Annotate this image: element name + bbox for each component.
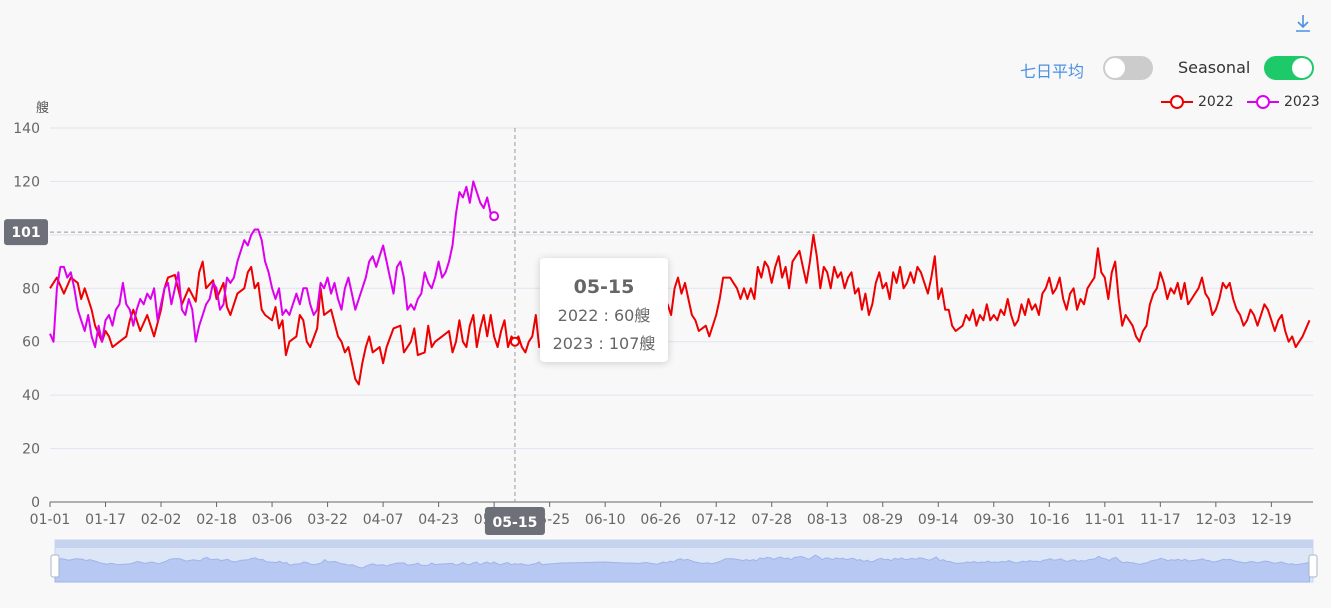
data-zoom-slider[interactable] [50,539,1318,583]
x-tick-label: 06-26 [640,512,681,528]
y-axis-label: 艘 [36,100,49,116]
zoom-top-bar [55,540,1313,548]
crosshair-y-label-box [4,219,48,246]
zoom-preview-area [54,554,1311,583]
x-tick-label: 08-13 [807,512,848,528]
crosshair: 101 05-15 [4,128,1313,535]
y-tick-label: 20 [22,442,40,458]
x-tick-label: 04-07 [363,512,404,528]
x-tick-label: 08-29 [862,512,903,528]
zoom-handle-right [1308,554,1318,578]
x-tick-label: 11-01 [1084,512,1125,528]
highlight-point-2023 [489,211,500,222]
crosshair-x-label-box [484,507,545,535]
tooltip-title: 05-15 [573,276,635,298]
y-tick-label: 120 [13,174,40,190]
x-tick-label: 07-28 [751,512,792,528]
grid-lines [50,127,1313,450]
download-icon[interactable] [1292,12,1314,34]
y-tick-label: 140 [13,121,40,137]
x-tick-label: 10-16 [1029,512,1070,528]
crosshair-y-label: 101 [11,225,40,241]
seasonal-toggle[interactable] [1264,56,1314,80]
legend-label-2023: 2023 [1284,94,1320,110]
x-tick-label: 02-18 [196,512,237,528]
y-axis-ticks: 020406080100120140 [13,121,40,511]
x-tick-label: 12-03 [1196,512,1237,528]
y-tick-label: 60 [22,335,40,351]
tooltip-line-2022: 2022 : 60艘 [557,306,651,325]
tooltip: 05-15 2022 : 60艘 2023 : 107艘 [540,258,668,362]
series-line-2022 [49,233,1311,386]
x-tick-label: 03-06 [252,512,293,528]
toggle-knob [1292,58,1312,78]
x-tick-label: 06-10 [585,512,626,528]
x-axis: 01-01 01-17 02-02 02-18 03-06 03-22 04-07 04-23… [30,501,1313,528]
x-tick-label: 01-01 [30,512,71,528]
x-tick-label: 09-30 [973,512,1014,528]
x-tick-label: 07-12 [696,512,737,528]
y-tick-label: 0 [31,495,40,511]
x-tick-label: 12-19 [1251,512,1292,528]
seven-day-average-toggle[interactable] [1103,56,1153,80]
tooltip-line-2023: 2023 : 107艘 [552,334,656,353]
toggle-knob [1105,58,1125,78]
x-tick-label: 02-02 [141,512,182,528]
x-tick-label: 04-23 [418,512,459,528]
crosshair-x-label: 05-15 [493,515,538,531]
x-tick-label: 03-22 [307,512,348,528]
series-line-2023 [49,180,495,349]
seven-day-average-label: 七日平均 [1020,62,1085,81]
highlight-point-2022 [509,336,520,347]
y-tick-label: 40 [22,388,40,404]
seasonal-label: Seasonal [1178,58,1251,77]
y-tick-label: 80 [22,281,40,297]
x-tick-label: 09-14 [918,512,959,528]
x-tick-label: 11-17 [1140,512,1181,528]
legend-item-2023[interactable]: 2023 [1246,94,1320,110]
series-lines [49,180,1311,386]
legend-item-2022[interactable]: 2022 [1160,94,1234,110]
x-tick-label: 01-17 [85,512,126,528]
legend-label-2022: 2022 [1198,94,1234,110]
legend-marker-2022 [1161,95,1193,109]
zoom-handle-left [50,554,60,578]
legend-marker-2023 [1247,95,1279,109]
